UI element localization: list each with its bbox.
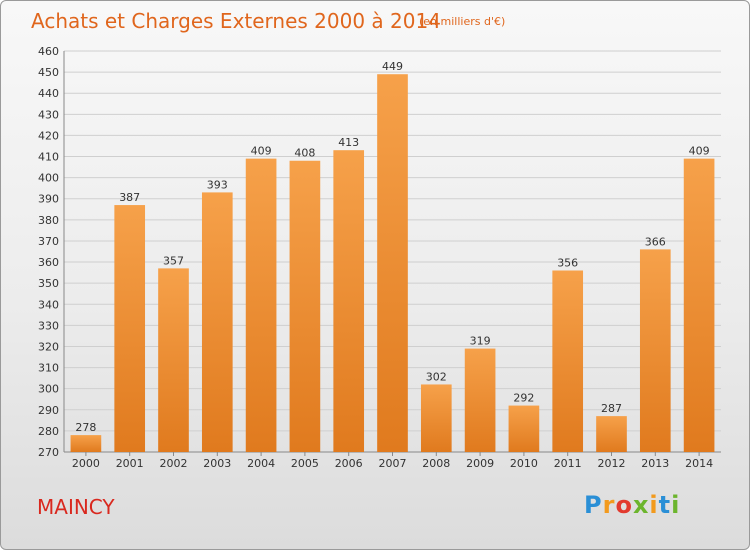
y-tick-label: 410 xyxy=(38,151,59,164)
data-label-2013: 366 xyxy=(645,235,666,248)
x-tick-label: 2000 xyxy=(72,457,100,470)
logo-letter: P xyxy=(584,491,603,519)
x-tick-label: 2005 xyxy=(291,457,319,470)
bar-2000 xyxy=(70,435,102,452)
data-label-2010: 292 xyxy=(513,392,534,405)
y-tick-label: 370 xyxy=(38,235,59,248)
x-tick-label: 2008 xyxy=(422,457,450,470)
data-label-2007: 449 xyxy=(382,60,403,73)
data-label-2004: 409 xyxy=(251,145,272,158)
logo-letter: t xyxy=(658,491,672,519)
y-tick-label: 390 xyxy=(38,193,59,206)
y-tick-label: 340 xyxy=(38,298,59,311)
bar-2012 xyxy=(596,416,627,452)
logo-letter: i xyxy=(649,491,659,519)
bar-2004 xyxy=(245,158,277,452)
chart-title: Achats et Charges Externes 2000 à 2014 xyxy=(31,9,441,33)
proxiti-logo: Proxiti xyxy=(584,491,680,519)
place-name: MAINCY xyxy=(37,495,115,519)
y-tick-label: 430 xyxy=(38,108,59,121)
x-tick-label: 2001 xyxy=(116,457,144,470)
bar-2009 xyxy=(464,348,496,452)
x-tick-label: 2003 xyxy=(203,457,231,470)
data-label-2003: 393 xyxy=(207,178,228,191)
y-tick-label: 450 xyxy=(38,66,59,79)
x-tick-label: 2013 xyxy=(641,457,669,470)
y-tick-label: 400 xyxy=(38,172,59,185)
bar-2014 xyxy=(683,158,715,452)
x-tick-label: 2012 xyxy=(598,457,626,470)
bar-2002 xyxy=(158,268,189,452)
data-label-2001: 387 xyxy=(119,191,140,204)
bar-2010 xyxy=(508,405,540,452)
y-tick-label: 270 xyxy=(38,446,59,459)
logo-letter: i xyxy=(671,491,681,519)
y-tick-label: 460 xyxy=(38,45,59,58)
logo-letter: x xyxy=(632,491,650,519)
data-label-2014: 409 xyxy=(689,145,710,158)
y-tick-label: 330 xyxy=(38,319,59,332)
y-tick-label: 350 xyxy=(38,277,59,290)
bar-2003 xyxy=(201,192,233,452)
x-tick-label: 2004 xyxy=(247,457,275,470)
y-tick-label: 290 xyxy=(38,404,59,417)
x-tick-label: 2006 xyxy=(335,457,363,470)
x-tick-label: 2014 xyxy=(685,457,713,470)
bar-2001 xyxy=(114,205,146,452)
bar-2006 xyxy=(333,150,365,452)
y-tick-label: 380 xyxy=(38,214,59,227)
data-label-2009: 319 xyxy=(470,335,491,348)
bar-2011 xyxy=(552,270,584,452)
y-tick-label: 300 xyxy=(38,383,59,396)
bar-2008 xyxy=(420,384,452,452)
bar-2005 xyxy=(289,160,321,452)
x-tick-label: 2002 xyxy=(160,457,188,470)
data-label-2011: 356 xyxy=(557,256,578,269)
y-tick-label: 320 xyxy=(38,340,59,353)
data-label-2000: 278 xyxy=(75,421,96,434)
data-label-2008: 302 xyxy=(426,370,447,383)
logo-letter: r xyxy=(602,491,616,519)
data-label-2006: 413 xyxy=(338,136,359,149)
x-tick-label: 2010 xyxy=(510,457,538,470)
y-tick-label: 420 xyxy=(38,129,59,142)
y-tick-label: 440 xyxy=(38,87,59,100)
y-tick-label: 310 xyxy=(38,362,59,375)
data-label-2012: 287 xyxy=(601,402,622,415)
data-label-2005: 408 xyxy=(294,147,315,160)
x-tick-label: 2011 xyxy=(554,457,582,470)
logo-letter: o xyxy=(615,491,633,519)
bar-2007 xyxy=(377,74,408,452)
data-label-2002: 357 xyxy=(163,254,184,267)
y-tick-label: 280 xyxy=(38,425,59,438)
bar-2013 xyxy=(639,249,671,452)
y-tick-label: 360 xyxy=(38,256,59,269)
chart-subtitle: (en milliers d'€) xyxy=(419,15,506,28)
x-tick-label: 2009 xyxy=(466,457,494,470)
x-tick-label: 2007 xyxy=(379,457,407,470)
